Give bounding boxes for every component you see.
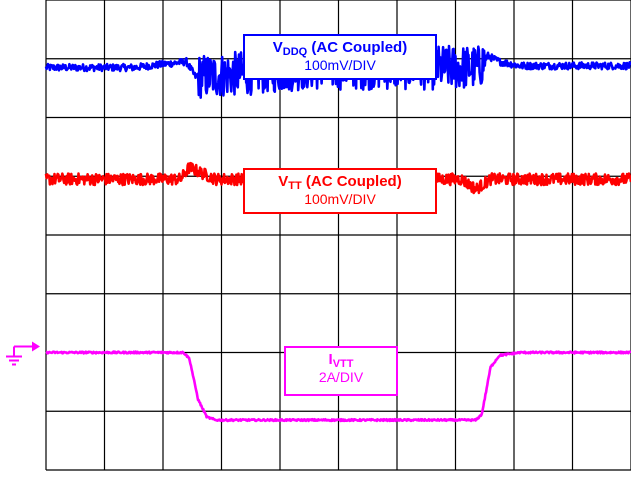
vddq-label-rest: (AC Coupled) xyxy=(307,39,408,56)
ivtt-trace-label: IVTT 2A/DIV xyxy=(284,346,398,396)
ivtt-scale: 2A/DIV xyxy=(318,369,364,386)
ivtt-trace xyxy=(45,350,631,423)
vddq-scale: 100mV/DIV xyxy=(304,57,376,74)
vtt-label-main: V xyxy=(278,173,289,190)
vtt-scale: 100mV/DIV xyxy=(304,191,376,208)
ivtt-label-sub: VTT xyxy=(332,358,354,370)
vtt-trace-label: VTT (AC Coupled) 100mV/DIV xyxy=(243,168,437,214)
vddq-label-sub: DDQ xyxy=(282,46,308,58)
ivtt-label-main: I xyxy=(328,351,333,368)
vddq-trace-label: VDDQ (AC Coupled) 100mV/DIV xyxy=(243,34,437,80)
vddq-trace xyxy=(44,44,631,99)
vtt-label-rest: (AC Coupled) xyxy=(301,173,402,190)
ground-reference-icon xyxy=(6,341,40,366)
vtt-label-sub: TT xyxy=(288,180,302,192)
vddq-label-main: V xyxy=(272,39,283,56)
